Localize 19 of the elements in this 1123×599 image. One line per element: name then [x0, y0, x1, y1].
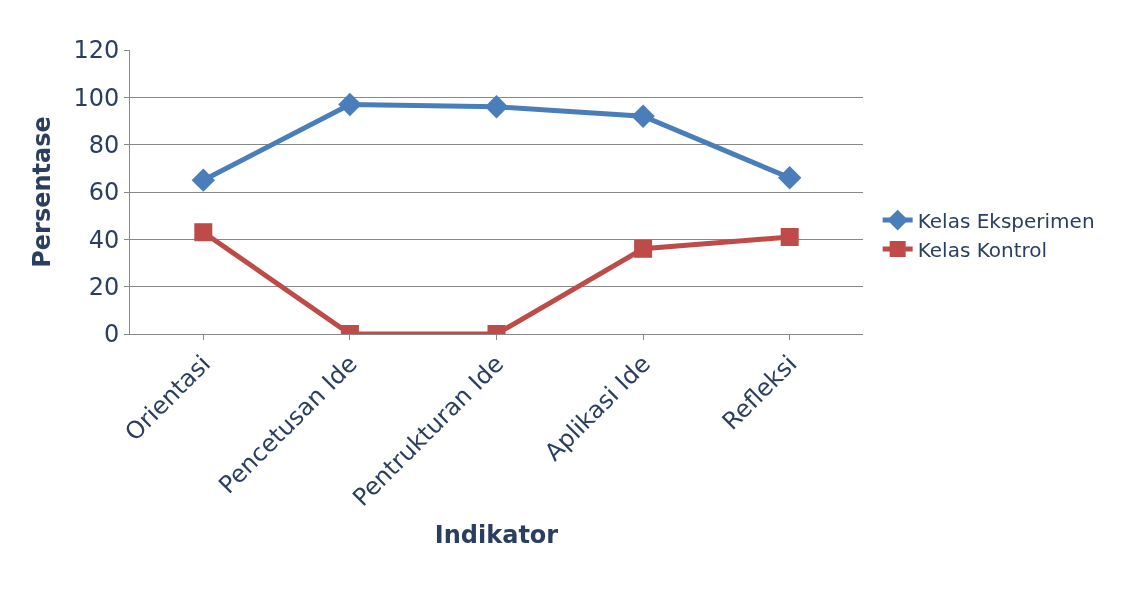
- legend-label: Kelas Kontrol: [917, 237, 1048, 262]
- y-axis-title: Persentase: [28, 116, 57, 268]
- y-tick-label: 20: [88, 273, 120, 302]
- y-tick-label: 40: [88, 225, 120, 254]
- point: [191, 168, 215, 192]
- legend-label: Kelas Eksperimen: [917, 208, 1095, 233]
- point: [338, 92, 362, 117]
- point: [194, 223, 213, 242]
- point: [484, 95, 509, 119]
- point: [634, 239, 653, 258]
- point: [778, 166, 802, 190]
- y-tick-label: 80: [88, 131, 120, 160]
- point: [631, 104, 655, 128]
- y-tick-label: 100: [73, 83, 120, 112]
- y-tick-label: 120: [73, 36, 120, 65]
- y-tick-label: 60: [88, 178, 120, 207]
- point: [780, 227, 799, 246]
- x-axis-title: Indikator: [434, 521, 559, 550]
- y-tick-label: 0: [103, 320, 120, 349]
